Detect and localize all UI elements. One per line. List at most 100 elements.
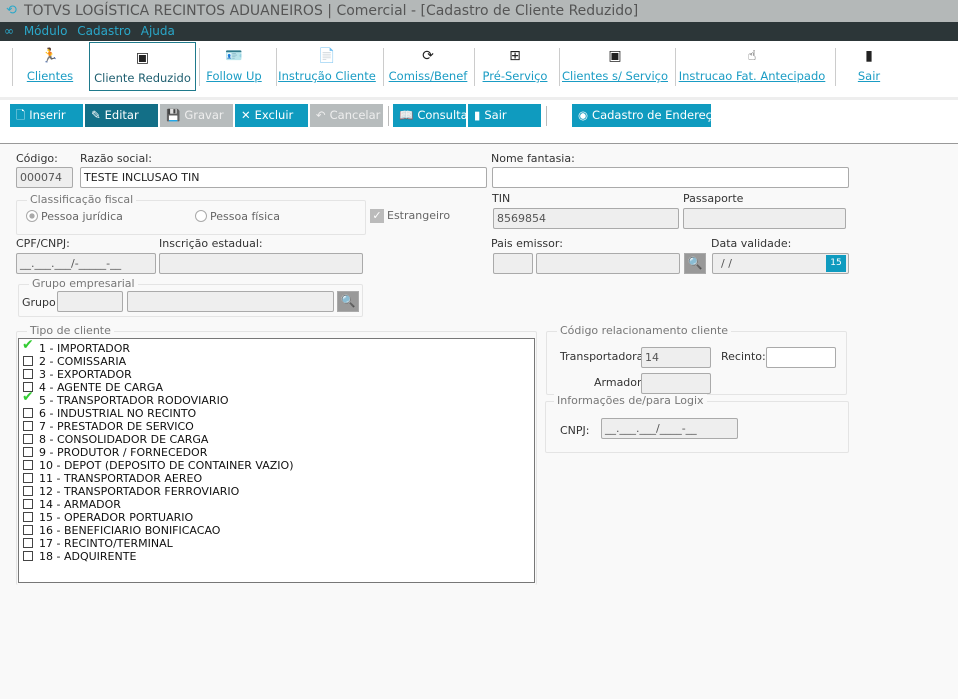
item-label: 5 - TRANSPORTADOR RODOVIARIO <box>39 394 229 407</box>
tipo-cliente-item[interactable]: 11 - TRANSPORTADOR AEREO <box>19 472 534 485</box>
cadastro-de-endere-o-button[interactable]: ◉ Cadastro de Endereço <box>572 104 719 127</box>
grupo-name-field[interactable] <box>127 291 334 312</box>
toolbar-separator <box>388 106 389 126</box>
consultar-button[interactable]: 📖 Consultar <box>393 104 472 127</box>
checkbox[interactable] <box>23 369 33 379</box>
radio-pessoa-fisica[interactable]: Pessoa física <box>195 210 280 223</box>
tipo-cliente-item[interactable]: 6 - INDUSTRIAL NO RECINTO <box>19 407 534 420</box>
data-validade-field[interactable]: / / <box>712 253 849 274</box>
menu-cadastro[interactable]: Cadastro <box>77 24 131 38</box>
pais-code-field[interactable] <box>493 253 533 274</box>
codigo-field[interactable]: 000074 <box>16 167 73 188</box>
menu-modulo[interactable]: Módulo <box>23 24 68 38</box>
grupo-empresarial-group: Grupo empresarial <box>18 277 363 317</box>
tipo-cliente-item[interactable]: 1 - IMPORTADOR <box>19 339 534 355</box>
ribbon-separator <box>474 48 475 86</box>
cpf-cnpj-field[interactable]: __.___.___/-_____-__ <box>16 253 156 274</box>
ribbon-follow-up[interactable]: 🪪 Follow Up <box>200 41 268 97</box>
gravar-button[interactable]: 💾 Gravar <box>160 104 233 127</box>
checkbox[interactable] <box>22 391 34 405</box>
tipo-cliente-item[interactable]: 3 - EXPORTADOR <box>19 368 534 381</box>
tipo-cliente-item[interactable]: 15 - OPERADOR PORTUARIO <box>19 511 534 524</box>
ribbon-label: Follow Up <box>206 69 262 83</box>
checkbox[interactable] <box>23 486 33 496</box>
checkbox[interactable] <box>23 499 33 509</box>
ribbon-pr-servi-o[interactable]: ⊞ Pré-Serviço <box>476 41 554 97</box>
cnpj-logix-field[interactable]: __.___.___/____-__ <box>601 418 738 439</box>
tipo-cliente-item[interactable]: 4 - AGENTE DE CARGA <box>19 381 534 394</box>
transportadora-field[interactable]: 14 <box>641 347 711 368</box>
tipo-cliente-item[interactable]: 10 - DEPOT (DEPOSITO DE CONTAINER VAZIO) <box>19 459 534 472</box>
item-label: 8 - CONSOLIDADOR DE CARGA <box>39 433 209 446</box>
action-toolbar: 🗋 Inserir ✎ Editar 💾 Gravar ✕ Excluir ↶ Cancelar 📖… <box>0 97 958 144</box>
checkbox[interactable] <box>23 512 33 522</box>
passaporte-field[interactable] <box>683 208 846 229</box>
checkbox[interactable] <box>23 421 33 431</box>
checkbox[interactable] <box>23 473 33 483</box>
ribbon-instru-o-cliente[interactable]: 📄 Instrução Cliente <box>278 41 376 97</box>
checkbox[interactable] <box>23 356 33 366</box>
classificacao-fiscal-group: Classificação fiscal Pessoa jurídica Pes… <box>16 193 366 235</box>
checkbox[interactable] <box>23 525 33 535</box>
checkbox[interactable] <box>22 339 34 353</box>
inserir-button[interactable]: 🗋 Inserir <box>10 104 83 127</box>
checkbox-label: Estrangeiro <box>387 209 451 222</box>
logo-icon: ∞ <box>4 24 14 38</box>
item-label: 14 - ARMADOR <box>39 498 121 511</box>
inscricao-estadual-field[interactable] <box>159 253 363 274</box>
group-title: Grupo empresarial <box>29 277 138 290</box>
menu-ajuda[interactable]: Ajuda <box>140 24 175 38</box>
excluir-button[interactable]: ✕ Excluir <box>235 104 308 127</box>
estrangeiro-checkbox[interactable]: ✓ Estrangeiro <box>370 209 450 223</box>
save-icon: 💾 <box>166 108 181 122</box>
checkbox[interactable] <box>23 447 33 457</box>
grupo-code-field[interactable] <box>57 291 123 312</box>
tipo-cliente-item[interactable]: 5 - TRANSPORTADOR RODOVIARIO <box>19 391 534 407</box>
ribbon-instrucao-fat-antecipado[interactable]: ☝ Instrucao Fat. Antecipado <box>677 41 827 97</box>
ribbon-clientes-s-servi-o[interactable]: ▣ Clientes s/ Serviço <box>561 41 669 97</box>
ribbon-comiss-benef[interactable]: ⟳ Comiss/Benef <box>385 41 471 97</box>
tipo-cliente-item[interactable]: 9 - PRODUTOR / FORNECEDOR <box>19 446 534 459</box>
grupo-search-icon[interactable]: 🔍 <box>337 291 359 312</box>
tipo-cliente-item[interactable]: 18 - ADQUIRENTE <box>19 550 534 563</box>
exit-door-icon: ▮ <box>474 108 481 122</box>
pais-search-icon[interactable]: 🔍 <box>684 253 706 274</box>
ribbon-separator <box>835 48 836 86</box>
razao-social-field[interactable]: TESTE INCLUSAO TIN <box>80 167 487 188</box>
ribbon-cliente-reduzido[interactable]: ▣ Cliente Reduzido <box>89 42 196 91</box>
item-label: 12 - TRANSPORTADOR FERROVIARIO <box>39 485 240 498</box>
tipo-cliente-item[interactable]: 14 - ARMADOR <box>19 498 534 511</box>
tipo-cliente-item[interactable]: 2 - COMISSARIA <box>19 355 534 368</box>
checkbox[interactable] <box>23 538 33 548</box>
checkbox[interactable] <box>23 460 33 470</box>
radio-pessoa-juridica[interactable]: Pessoa jurídica <box>26 210 123 223</box>
armador-label: Armador: <box>594 376 646 389</box>
tipo-cliente-item[interactable]: 16 - BENEFICIARIO BONIFICACAO <box>19 524 534 537</box>
checkbox[interactable] <box>23 434 33 444</box>
armador-field[interactable] <box>641 373 711 394</box>
tipo-cliente-item[interactable]: 17 - RECINTO/TERMINAL <box>19 537 534 550</box>
recinto-field[interactable] <box>766 347 836 368</box>
tipo-cliente-item[interactable]: 8 - CONSOLIDADOR DE CARGA <box>19 433 534 446</box>
checkbox[interactable] <box>23 408 33 418</box>
editar-button[interactable]: ✎ Editar <box>85 104 158 127</box>
checkbox[interactable] <box>23 551 33 561</box>
razao-label: Razão social: <box>80 152 152 165</box>
item-label: 17 - RECINTO/TERMINAL <box>39 537 173 550</box>
item-label: 18 - ADQUIRENTE <box>39 550 137 563</box>
recinto-label: Recinto: <box>721 350 766 363</box>
pais-name-field[interactable] <box>536 253 680 274</box>
tipo-cliente-item[interactable]: 7 - PRESTADOR DE SERVICO <box>19 420 534 433</box>
tipo-cliente-item[interactable]: 12 - TRANSPORTADOR FERROVIARIO <box>19 485 534 498</box>
menu-bar: ∞ Módulo Cadastro Ajuda <box>0 22 958 41</box>
calendar-icon[interactable]: 15 <box>826 255 846 272</box>
cancelar-button[interactable]: ↶ Cancelar <box>310 104 383 127</box>
new-document-icon: 🗋 <box>16 108 26 122</box>
ribbon-sair[interactable]: ▮ Sair <box>837 41 901 97</box>
nome-fantasia-field[interactable] <box>492 167 849 188</box>
ribbon-clientes[interactable]: 🏃 Clientes <box>14 41 86 97</box>
sair-button[interactable]: ▮ Sair <box>468 104 541 127</box>
button-label: Cancelar <box>329 108 381 122</box>
hand-icon: ☝ <box>747 48 757 64</box>
tin-field[interactable]: 8569854 <box>493 208 679 229</box>
